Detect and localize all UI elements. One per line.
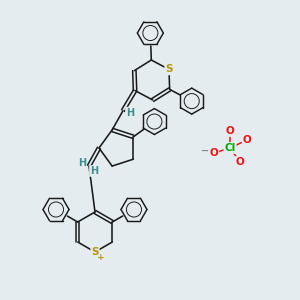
Text: H: H xyxy=(90,166,98,176)
Text: S: S xyxy=(165,64,173,74)
Text: +: + xyxy=(97,253,105,262)
Text: Cl: Cl xyxy=(224,143,236,153)
Text: H: H xyxy=(78,158,86,168)
Text: −: − xyxy=(201,146,209,156)
Text: S: S xyxy=(91,247,99,257)
Text: O: O xyxy=(236,157,244,167)
Text: O: O xyxy=(210,148,218,158)
Text: O: O xyxy=(226,126,234,136)
Text: H: H xyxy=(126,108,134,118)
Text: O: O xyxy=(243,135,251,145)
